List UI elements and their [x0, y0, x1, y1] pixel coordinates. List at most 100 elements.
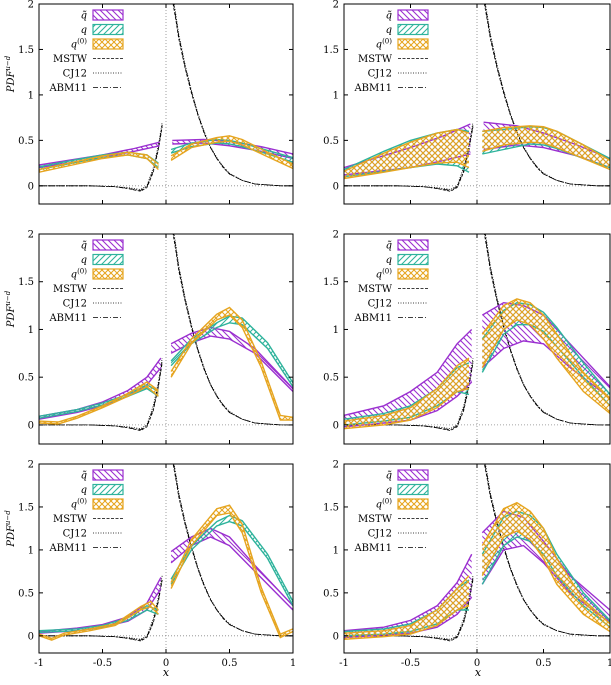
ref-curve-abm11: [484, 4, 610, 187]
ref-curve-neg-abm11: [39, 124, 163, 191]
panel-middle-right: 0 0.5 1 1.5 2 q̃ q q(0) MSTW CJ12 ABM11: [323, 230, 611, 445]
x-tick-label: 0: [163, 658, 169, 669]
band-lower-q_tilde: [39, 367, 162, 420]
legend-label: CJ12: [63, 299, 87, 310]
x-tick-label: 1: [607, 658, 611, 669]
x-tick-label: -0.5: [401, 658, 420, 669]
legend-swatch: [397, 38, 429, 50]
y-tick-label: 1.5: [323, 277, 339, 288]
band-upper-q_tilde: [39, 577, 162, 633]
y-tick-label: 2: [333, 230, 339, 241]
legend-swatch: [397, 469, 429, 481]
legend-label: q(0): [376, 498, 393, 511]
y-tick-label: 0.5: [18, 136, 34, 147]
band-upper-q0: [481, 501, 610, 625]
band-upper-q0: [39, 600, 159, 640]
band-upper-q_tilde: [170, 527, 293, 607]
legend-label-sup: (0): [382, 38, 392, 46]
legend-label: CJ12: [63, 529, 87, 540]
band-lower-q0: [170, 512, 293, 639]
legend: q̃ q q(0) MSTW CJ12 ABM11: [353, 469, 429, 554]
y-tick-label: 2: [28, 0, 34, 11]
legend-label: q: [81, 255, 87, 266]
legend-label: q: [386, 485, 392, 496]
band-q_tilde: [171, 528, 293, 610]
y-tick-label: 1.5: [18, 502, 34, 513]
y-tick-label: 0: [333, 631, 339, 642]
y-tick-label: 1: [333, 545, 339, 556]
legend-swatch: [397, 268, 429, 280]
band-upper-q_tilde: [344, 553, 473, 632]
y-tick-label: 1: [333, 90, 339, 101]
panel-top-left: 0 0.5 1 1.5 2 PDFu−d q̃ q q(0) MSTW CJ12 ABM11: [4, 0, 294, 205]
x-tick-label: 1: [290, 658, 296, 669]
y-tick-label: 0: [28, 420, 34, 431]
band-lower-q0: [482, 141, 610, 171]
legend-label: q̃: [81, 471, 87, 482]
plot-area: [344, 464, 610, 642]
y-axis-label: PDFu−d: [4, 55, 17, 93]
plot-area: [39, 4, 293, 192]
x-axis-label-right: x: [475, 666, 482, 679]
plot-area: [344, 4, 610, 192]
legend-swatch: [397, 498, 429, 510]
panel-bottom-left: 0 0.5 1 1.5 2 -1 -0.5 0 0.5 1 PDFu−d q̃ q q(0) MSTW CJ1…: [4, 460, 296, 670]
band-q: [171, 515, 293, 606]
legend-label: q̃: [386, 11, 392, 22]
plot-area: [344, 234, 610, 432]
y-tick-label: 1: [333, 325, 339, 336]
legend-label: ABM11: [353, 543, 392, 554]
legend-label: CJ12: [368, 529, 392, 540]
band-upper-q0: [39, 151, 159, 171]
legend-swatch: [397, 9, 429, 21]
ref-curve-neg-mstw: [39, 362, 163, 432]
legend-label: q: [386, 255, 392, 266]
band-q0: [344, 575, 469, 640]
legend-label: MSTW: [53, 54, 88, 65]
legend: q̃ q q(0) MSTW CJ12 ABM11: [48, 469, 124, 554]
legend-label-sup: (0): [382, 498, 392, 506]
ref-curve-neg-cj12: [39, 358, 163, 430]
legend: q̃ q q(0) MSTW CJ12 ABM11: [48, 9, 124, 94]
legend-label-sup: (0): [77, 38, 87, 46]
legend-label: MSTW: [358, 514, 393, 525]
band-lower-q0: [170, 314, 293, 421]
y-tick-label: 0.5: [323, 588, 339, 599]
plot-area: [39, 234, 293, 432]
legend-label: q(0): [71, 38, 88, 51]
legend-label: q(0): [71, 498, 88, 511]
y-axis-label-sup: u−d: [4, 510, 12, 525]
band-upper-q0: [39, 381, 159, 423]
ref-curve-neg-abm11: [39, 360, 163, 431]
legend-label: CJ12: [63, 69, 87, 80]
band-lower-q: [170, 520, 293, 607]
legend-swatch: [92, 268, 124, 280]
band-lower-q0: [39, 385, 159, 425]
legend-swatch: [92, 253, 124, 266]
x-tick-label: -1: [34, 658, 44, 669]
plot-frame: [343, 463, 611, 654]
y-tick-label: 0: [28, 631, 34, 642]
y-tick-label: 1: [28, 545, 34, 556]
y-tick-label: 0.5: [18, 373, 34, 384]
panel-top-right: 0 0.5 1 1.5 2 q̃ q q(0) MSTW CJ12 ABM11: [323, 0, 611, 205]
legend-label: MSTW: [53, 284, 88, 295]
y-tick-label: 1.5: [323, 502, 339, 513]
legend-swatch: [92, 483, 124, 496]
legend-label: q̃: [81, 241, 87, 252]
x-tick-label: -0.5: [93, 658, 112, 669]
legend-swatch: [92, 239, 124, 251]
legend-label: q̃: [386, 471, 392, 482]
legend: q̃ q q(0) MSTW CJ12 ABM11: [353, 9, 429, 94]
ref-curve-mstw: [172, 464, 293, 637]
band-lower-q0: [344, 605, 470, 640]
y-tick-label: 0: [333, 420, 339, 431]
legend-swatch: [92, 23, 124, 36]
y-tick-label: 0.5: [323, 373, 339, 384]
legend-label: ABM11: [48, 83, 87, 94]
x-tick-label: 0.5: [536, 658, 552, 669]
y-tick-label: 2: [333, 460, 339, 471]
ref-curve-mstw: [483, 234, 610, 426]
legend-label-sup: (0): [382, 268, 392, 276]
ref-curve-abm11: [173, 464, 293, 637]
